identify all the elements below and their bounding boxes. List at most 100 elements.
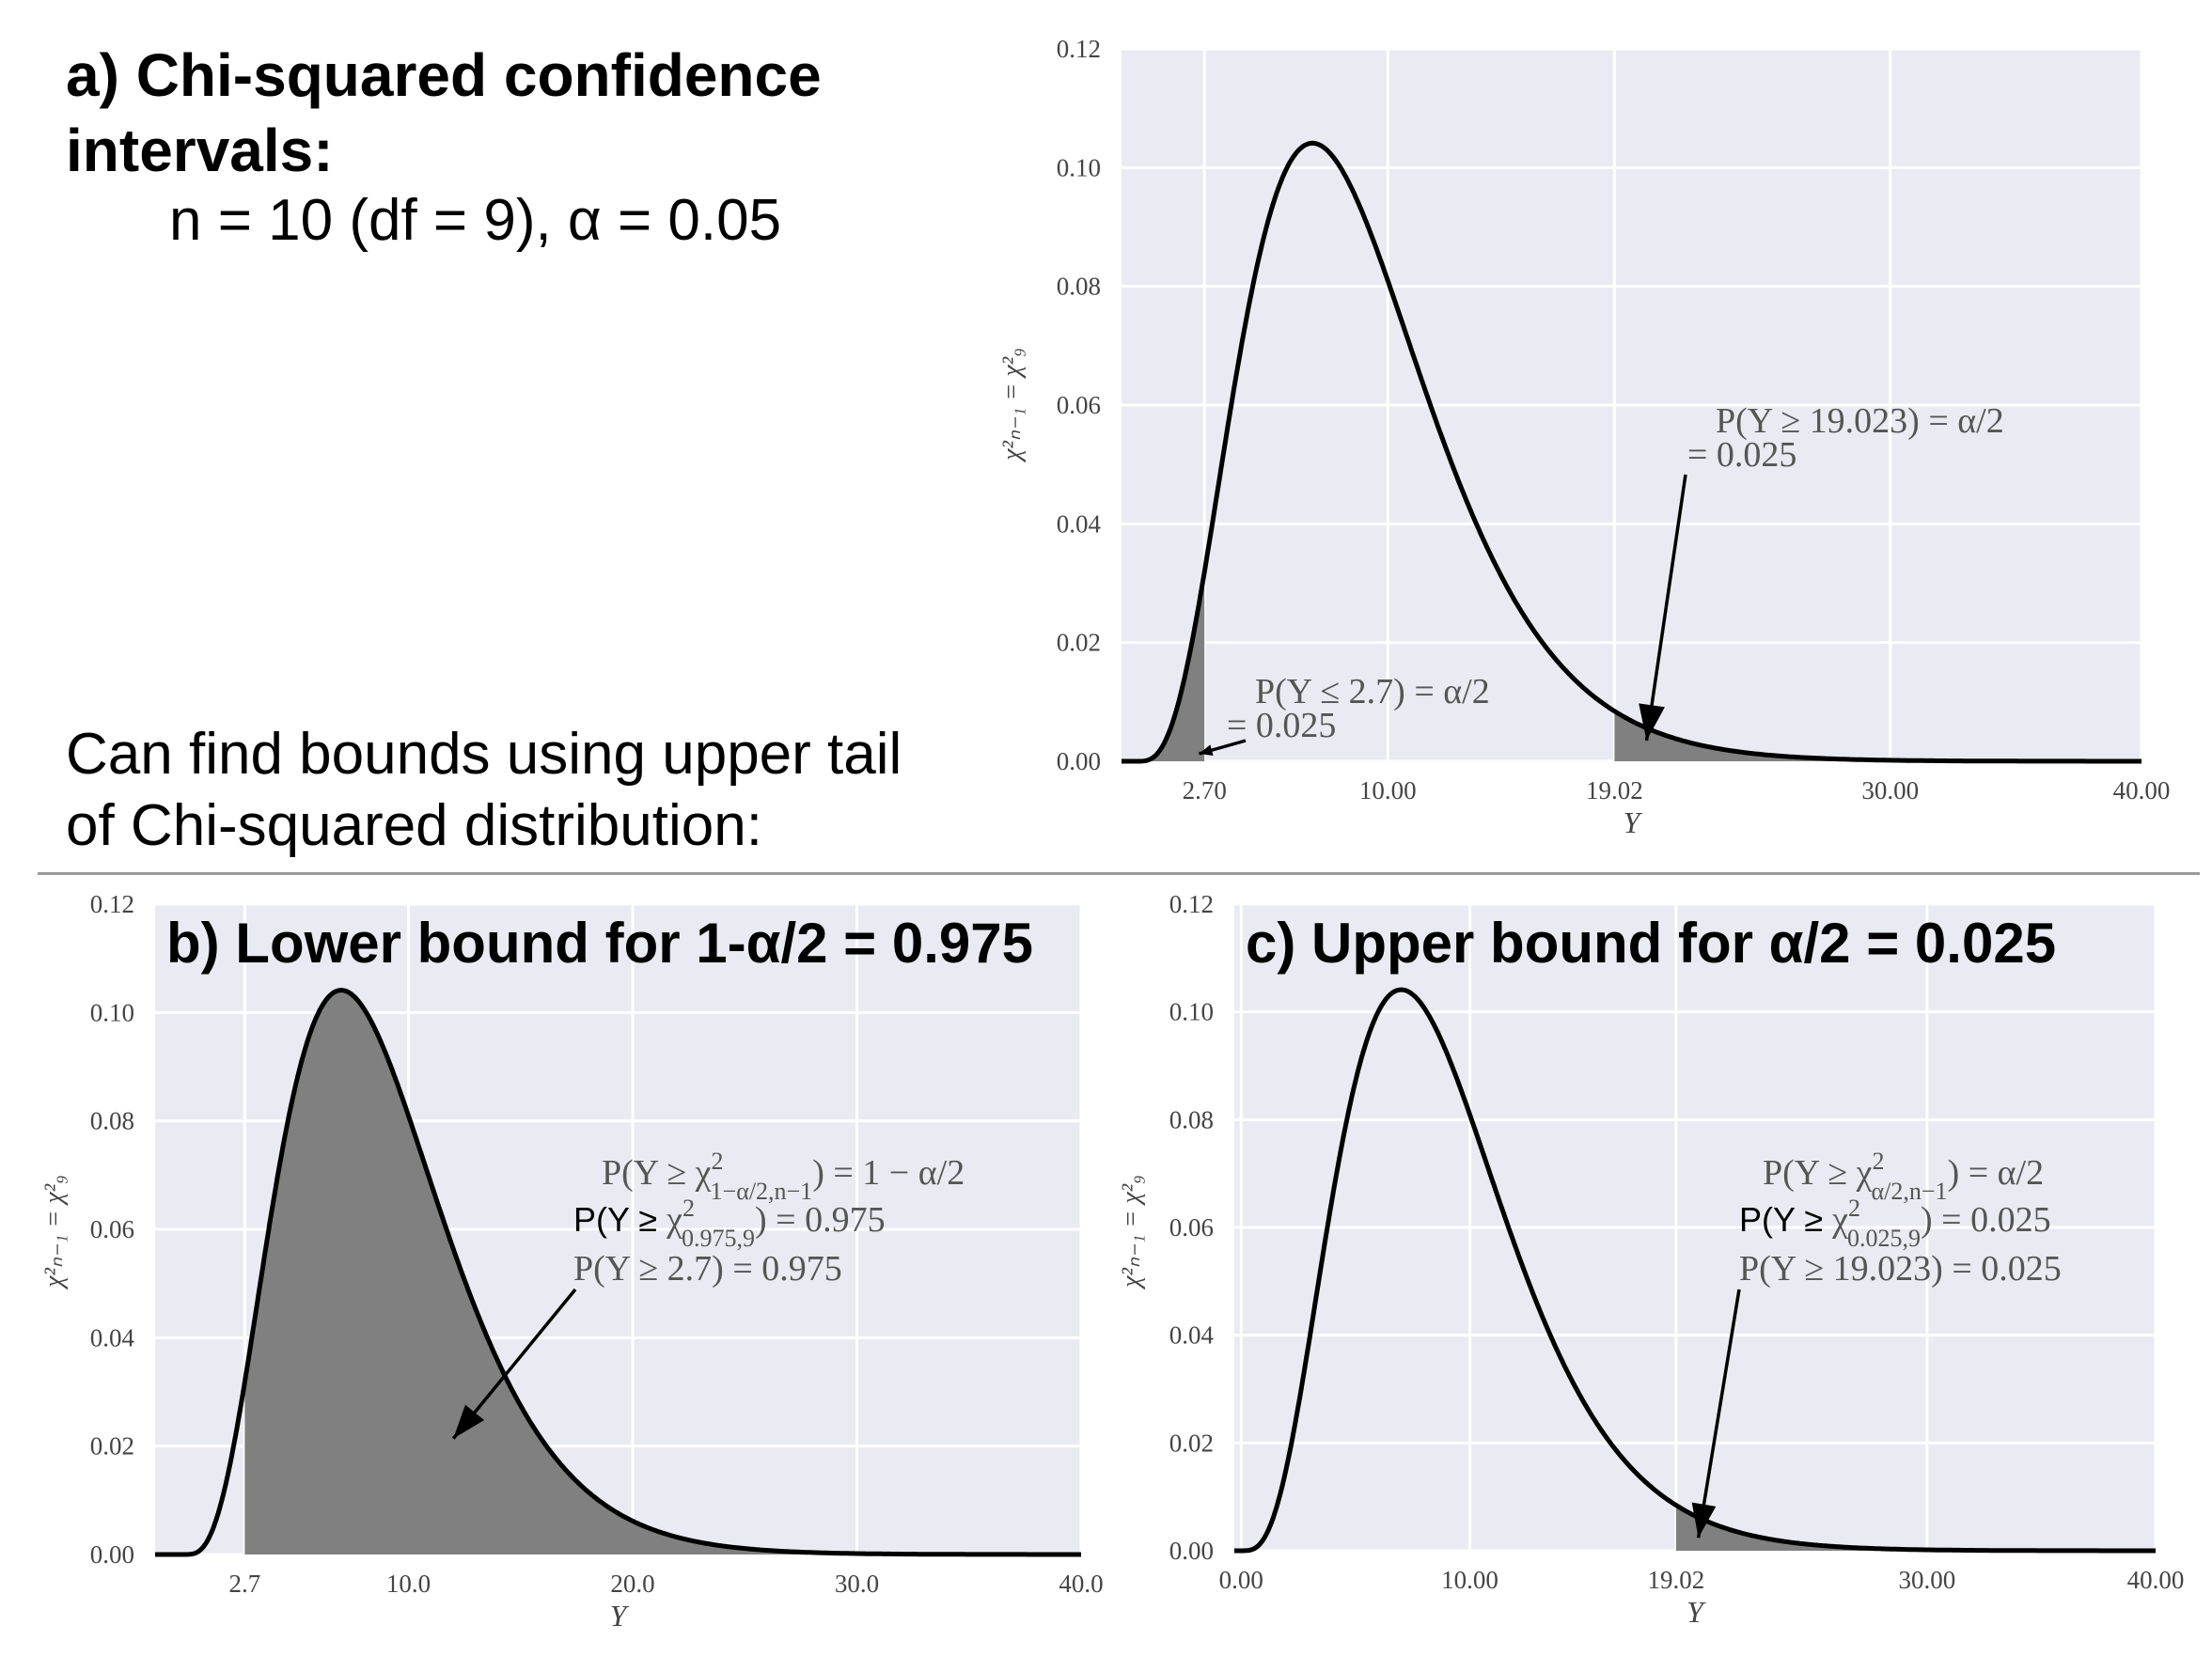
annotation-subscript: 1−α/2,n−1 — [711, 1178, 813, 1205]
annotation: P(Y ≥ χ2 α/2,n−1) = α/2 P(Y ≥ χ2 0.025,9) =… — [1691, 1148, 2062, 1539]
annotation-text: P(Y ≥ — [1739, 1200, 1832, 1239]
x-tick-label: 10.0 — [386, 1570, 431, 1598]
y-tick-label: 0.06 — [1169, 1213, 1214, 1242]
y-axis-label: χ²ₙ₋₁ = χ²₉ — [39, 1175, 69, 1290]
panel-a-parameters: n = 10 (df = 9), α = 0.05 — [169, 188, 782, 253]
x-axis-label: Y — [1624, 805, 1643, 839]
annotation-text: P(Y ≥ χ — [1763, 1153, 1873, 1193]
chart-panel-1: 2.7 10.0 20.0 30.0 40.0 0.00 0.02 0.04 0.06 0.08 0… — [39, 890, 1104, 1633]
annotation-arrow-head — [1199, 744, 1214, 756]
annotation-arrow-line — [1644, 474, 1687, 742]
y-tick-label: 0.08 — [1057, 273, 1101, 301]
y-tick-label: 0.10 — [1057, 153, 1101, 181]
y-tick-label: 0.04 — [1057, 509, 1102, 538]
annotation-superscript: 2 — [682, 1195, 695, 1222]
annotation-text: ) = 0.975 — [755, 1200, 886, 1240]
y-tick-label: 0.08 — [1169, 1105, 1214, 1133]
y-tick-label: 0.12 — [1057, 35, 1101, 63]
x-tick-label: 19.02 — [1647, 1566, 1704, 1594]
upper-tail-note: Can find bounds using upper tail of Chi-… — [66, 719, 902, 862]
y-tick-label: 0.08 — [90, 1107, 134, 1135]
annotation-subscript: 0.025,9 — [1847, 1225, 1921, 1252]
annotation-text: P(Y ≥ — [573, 1200, 667, 1239]
x-tick-label: 40.00 — [2113, 776, 2171, 805]
x-tick-label: 19.02 — [1586, 776, 1643, 805]
x-tick-label: 2.7 — [229, 1570, 261, 1598]
annotation-text: ) = 0.025 — [1921, 1200, 2051, 1240]
section-divider — [38, 872, 2200, 875]
upper-tail-note-line1: Can find bounds using upper tail — [66, 722, 902, 787]
annotation-arrow-line — [1696, 1289, 1741, 1539]
shaded-tail-region — [244, 990, 1081, 1554]
y-axis-label: χ²ₙ₋₁ = χ²₉ — [997, 348, 1027, 463]
annotation-text: P(Y ≥ χ — [602, 1153, 712, 1193]
annotation-arrow-head — [1639, 703, 1665, 741]
annotation-line: P(Y ≥ χ2 0.975,9) = 0.975 — [573, 1195, 886, 1252]
annotation-arrow-head — [1691, 1502, 1717, 1539]
chart-panel-0: 2.70 10.00 19.02 30.00 40.00 0.00 0.02 0.04 0.06… — [997, 35, 2170, 839]
y-tick-label: 0.02 — [1169, 1429, 1214, 1457]
y-tick-label: 0.00 — [90, 1540, 134, 1569]
y-tick-label: 0.04 — [1169, 1321, 1215, 1350]
panel-a-title-line1: a) Chi-squared confidence — [66, 41, 822, 109]
annotation-line: P(Y ≥ χ2 0.025,9) = 0.025 — [1739, 1195, 2051, 1252]
x-tick-label: 10.00 — [1359, 776, 1417, 805]
density-curve — [1122, 140, 2141, 764]
y-tick-label: 0.10 — [1169, 998, 1214, 1026]
density-curve — [155, 988, 1081, 1557]
x-tick-label: 30.00 — [1861, 776, 1919, 805]
y-tick-label: 0.02 — [90, 1432, 134, 1461]
x-tick-label: 40.0 — [1059, 1570, 1103, 1598]
annotation-superscript: 2 — [712, 1148, 724, 1175]
chart-panel-2: 0.00 10.00 19.02 30.00 40.00 0.00 0.02 0.04 0.06… — [1117, 890, 2184, 1629]
x-tick-label: 30.00 — [1898, 1566, 1955, 1594]
chart-title: c) Upper bound for α/2 = 0.025 — [1246, 912, 2056, 975]
x-tick-label: 10.00 — [1441, 1566, 1498, 1594]
annotation: P(Y ≥ 19.023) = α/2= 0.025 — [1639, 401, 2004, 742]
panel-a-title-line2: intervals: — [66, 117, 334, 184]
annotation-line: = 0.025 — [1227, 706, 1336, 745]
y-axis-label: χ²ₙ₋₁ = χ²₉ — [1117, 1175, 1146, 1290]
panel-a-title: a) Chi-squared confidence intervals: — [66, 38, 822, 188]
y-tick-label: 0.06 — [1057, 391, 1101, 419]
x-tick-label: 30.0 — [835, 1570, 879, 1598]
annotation-arrow-head — [453, 1404, 485, 1439]
shaded-tail-region — [1614, 711, 2141, 761]
y-tick-label: 0.06 — [90, 1215, 134, 1243]
y-tick-label: 0.04 — [90, 1323, 135, 1351]
y-tick-label: 0.00 — [1169, 1537, 1214, 1565]
x-axis-label: Y — [1686, 1595, 1706, 1629]
x-tick-label: 2.70 — [1183, 776, 1227, 805]
y-tick-label: 0.00 — [1057, 747, 1101, 775]
annotation-subscript: α/2,n−1 — [1872, 1178, 1948, 1205]
annotation: P(Y ≤ 2.7) = α/2= 0.025 — [1199, 672, 1490, 756]
x-tick-label: 0.00 — [1219, 1566, 1263, 1594]
y-tick-label: 0.02 — [1057, 629, 1101, 657]
annotation-line: P(Y ≥ 19.023) = α/2 — [1716, 401, 2004, 441]
x-axis-label: Y — [610, 1599, 630, 1633]
shaded-tail-region — [1675, 1505, 2156, 1551]
y-tick-label: 0.12 — [90, 890, 134, 918]
annotation-superscript: 2 — [1873, 1148, 1885, 1175]
annotation-subscript: 0.975,9 — [682, 1225, 755, 1252]
annotation: P(Y ≥ χ2 1−α/2,n−1) = 1 − α/2P(Y ≥ χ2 0.97… — [451, 1148, 965, 1440]
annotation-text: χ — [666, 1200, 682, 1240]
x-tick-label: 40.00 — [2127, 1566, 2185, 1594]
annotation-line: P(Y ≥ χ2 α/2,n−1) = α/2 — [1763, 1148, 2044, 1205]
annotation-line: P(Y ≥ 2.7) = 0.975 — [573, 1249, 842, 1289]
upper-tail-note-line2: of Chi-squared distribution: — [66, 793, 762, 858]
annotation-line: P(Y ≥ 19.023) = 0.025 — [1739, 1249, 2062, 1289]
annotation-text: ) = 1 − α/2 — [812, 1153, 965, 1193]
annotation-superscript: 2 — [1848, 1195, 1860, 1222]
x-tick-label: 20.0 — [610, 1570, 654, 1598]
annotation-text: χ — [1831, 1200, 1848, 1240]
y-tick-label: 0.10 — [90, 998, 134, 1026]
chart-title: b) Lower bound for 1-α/2 = 0.975 — [166, 912, 1033, 975]
y-tick-label: 0.12 — [1169, 890, 1214, 918]
annotation-line: P(Y ≥ χ2 1−α/2,n−1) = 1 − α/2 — [602, 1148, 965, 1205]
annotation-line: = 0.025 — [1687, 435, 1796, 475]
annotation-line: P(Y ≤ 2.7) = α/2 — [1255, 672, 1490, 711]
shaded-tail-region — [1137, 571, 1205, 761]
annotation-text: ) = α/2 — [1948, 1153, 2045, 1193]
